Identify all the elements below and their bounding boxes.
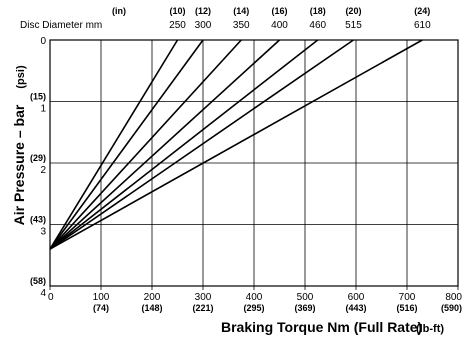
- x-tick-sublabel: (443): [345, 303, 366, 313]
- series-line-460: [49, 39, 319, 250]
- series-line-250: [49, 39, 179, 250]
- disc-inch-label: (14): [233, 6, 249, 16]
- x-tick-label: 400: [246, 292, 263, 303]
- disc-mm-label: 400: [271, 20, 288, 31]
- disc-mm-label: 300: [195, 20, 212, 31]
- x-tick-label: 200: [144, 292, 161, 303]
- x-tick-sublabel: (74): [93, 303, 109, 313]
- series-line-610: [49, 39, 423, 250]
- y-axis-unit: (psi): [15, 65, 27, 89]
- x-tick-label: 600: [348, 292, 365, 303]
- x-tick-sublabel: (221): [192, 303, 213, 313]
- x-tick-label: 800: [445, 292, 462, 303]
- y-tick-label: 1: [40, 104, 46, 115]
- y-tick-label: 2: [40, 165, 46, 176]
- y-tick-sublabel: (58): [30, 276, 46, 286]
- x-axis-title: Braking Torque Nm (Full Rate): [221, 319, 422, 335]
- disc-inch-label: (20): [345, 6, 361, 16]
- x-tick-label: 500: [297, 292, 314, 303]
- x-tick-label: 0: [48, 292, 54, 303]
- disc-inch-label: (18): [310, 6, 326, 16]
- x-tick-label: 300: [195, 292, 212, 303]
- series-line-515: [49, 39, 354, 250]
- disc-mm-label: 460: [309, 20, 326, 31]
- series-line-300: [49, 39, 204, 250]
- x-tick-labels: 0 100(74) 200(148) 300(221) 400(295) 500(369)…: [48, 286, 462, 313]
- y-axis-title: Air Pressure – bar: [11, 104, 27, 225]
- x-tick-label: 700: [399, 292, 416, 303]
- series-line-350: [49, 39, 242, 250]
- disc-inch-label: (16): [271, 6, 287, 16]
- x-tick-sublabel: (590): [441, 303, 462, 313]
- y-tick-sublabel: (29): [30, 153, 46, 163]
- y-tick-sublabel: (43): [30, 215, 46, 225]
- x-tick-label: 100: [93, 292, 110, 303]
- top-header-label: Disc Diameter mm: [20, 20, 102, 31]
- grid-lines: [49, 39, 459, 287]
- x-tick-sublabel: (148): [141, 303, 162, 313]
- disc-mm-label: 250: [169, 20, 186, 31]
- y-tick-label: 0: [40, 36, 46, 47]
- disc-mm-label: 610: [414, 20, 431, 31]
- disc-inch-label: (12): [195, 6, 211, 16]
- series-lines: [49, 39, 423, 250]
- disc-mm-label: 350: [233, 20, 250, 31]
- disc-diameter-labels: (10) 250 (12) 300 (14) 350 (16) 400 (18) 460 (20) 5…: [169, 6, 431, 31]
- x-tick-sublabel: (295): [243, 303, 264, 313]
- x-tick-sublabel: (516): [396, 303, 417, 313]
- x-axis-unit: (lb-ft): [416, 323, 444, 335]
- series-line-400: [49, 39, 281, 250]
- disc-inch-label: (24): [414, 6, 430, 16]
- disc-inch-label: (10): [169, 6, 185, 16]
- x-tick-sublabel: (369): [294, 303, 315, 313]
- y-tick-labels: 0 1 (15) 2 (29) 3 (43) 4 (58): [30, 36, 46, 299]
- y-tick-sublabel: (15): [30, 92, 46, 102]
- top-header-unit: (in): [112, 6, 126, 16]
- y-tick-label: 3: [40, 227, 46, 238]
- disc-mm-label: 515: [345, 20, 362, 31]
- y-tick-label: 4: [40, 288, 46, 299]
